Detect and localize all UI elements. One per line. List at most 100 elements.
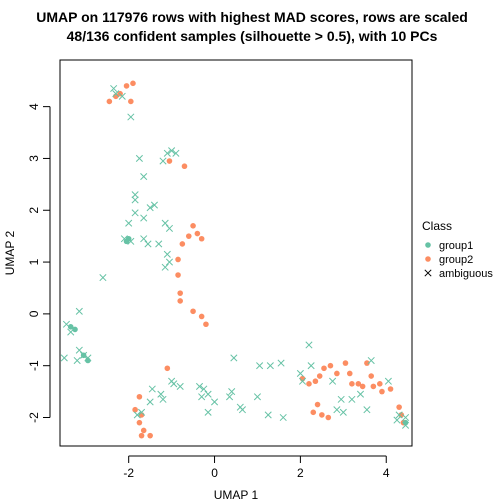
ambiguous-point bbox=[176, 382, 184, 390]
group2-point bbox=[379, 388, 385, 395]
group2-point bbox=[334, 370, 340, 377]
ambiguous-point bbox=[296, 369, 304, 378]
axes: -2 0 2 4 -2 -1 0 1 2 3 4 bbox=[27, 103, 390, 480]
ambiguous-point bbox=[73, 356, 81, 365]
group2-point bbox=[368, 373, 375, 379]
ambiguous-point bbox=[170, 380, 178, 388]
legend: Class group1 group2 ambiguous bbox=[422, 219, 493, 280]
group2-point bbox=[132, 406, 138, 413]
ambiguous-point bbox=[133, 411, 141, 419]
x-axis-label: UMAP 1 bbox=[214, 488, 259, 502]
ambiguous-point bbox=[140, 235, 148, 243]
ambiguous-point bbox=[172, 149, 180, 157]
ambiguous-point bbox=[204, 408, 212, 416]
ambiguous-point bbox=[279, 413, 287, 422]
ambiguous-point bbox=[135, 154, 143, 162]
ambiguous-point bbox=[348, 395, 356, 403]
ambiguous-point bbox=[195, 382, 204, 390]
plot-frame bbox=[59, 59, 413, 447]
ambiguous-point bbox=[60, 354, 68, 362]
ambiguous-point bbox=[266, 362, 274, 370]
ambiguous-point bbox=[200, 385, 208, 393]
group2-point bbox=[136, 393, 143, 400]
ambiguous-point bbox=[84, 354, 92, 362]
group2-point bbox=[306, 381, 312, 387]
group2-point bbox=[128, 98, 134, 105]
ambiguous-point bbox=[161, 219, 169, 227]
group2-point bbox=[181, 163, 188, 170]
ambiguous-point bbox=[168, 147, 176, 155]
group2-point bbox=[175, 256, 181, 263]
group2-point bbox=[138, 432, 145, 439]
ambiguous-point bbox=[339, 408, 347, 416]
ambiguous-point bbox=[305, 341, 313, 349]
group2-point bbox=[364, 360, 370, 366]
group2-point bbox=[316, 373, 323, 379]
ambiguous-point bbox=[298, 377, 307, 385]
ambiguous-point bbox=[228, 388, 236, 396]
group2-point bbox=[179, 241, 186, 247]
group2-point bbox=[203, 321, 209, 328]
y-tick-label: -1 bbox=[27, 360, 41, 371]
ambiguous-point bbox=[393, 416, 401, 424]
group2-point bbox=[164, 365, 171, 372]
ambiguous-point bbox=[333, 406, 341, 414]
ambiguous-point bbox=[204, 390, 212, 398]
ambiguous-point bbox=[125, 219, 133, 227]
ambiguous-point bbox=[363, 406, 371, 414]
group2-point bbox=[359, 383, 366, 390]
y-tick-label: 1 bbox=[27, 258, 41, 265]
ambiguous-point bbox=[118, 92, 126, 100]
group2-point bbox=[123, 83, 130, 89]
x-tick-label: -2 bbox=[123, 466, 134, 480]
y-tick-label: 0 bbox=[27, 310, 41, 317]
group2-point bbox=[136, 419, 143, 426]
ambiguous-point bbox=[165, 224, 174, 232]
ambiguous-point bbox=[264, 411, 272, 419]
group2-point bbox=[377, 381, 383, 387]
ambiguous-point bbox=[140, 173, 148, 181]
ambiguous-point bbox=[120, 235, 128, 243]
ambiguous-point bbox=[402, 413, 410, 422]
chart-title-line-1: UMAP on 117976 rows with highest MAD sco… bbox=[36, 9, 468, 25]
group2-point bbox=[312, 378, 319, 385]
group2-point bbox=[198, 313, 205, 320]
ambiguous-point bbox=[159, 395, 167, 403]
group2-point bbox=[346, 370, 353, 377]
ambiguous-point bbox=[307, 362, 315, 370]
group2-point bbox=[396, 404, 402, 410]
group2-point bbox=[355, 381, 362, 387]
group2-point bbox=[177, 290, 183, 296]
y-tick-label: 4 bbox=[27, 103, 41, 110]
group2-point bbox=[327, 362, 334, 369]
ambiguous-point bbox=[356, 390, 365, 398]
legend-ambiguous-symbol bbox=[424, 269, 432, 277]
group2-point bbox=[387, 386, 394, 392]
y-tick-label: 3 bbox=[27, 155, 41, 162]
ambiguous-point bbox=[253, 393, 262, 401]
data-points bbox=[60, 80, 410, 439]
y-tick-label: 2 bbox=[27, 207, 41, 214]
group2-point bbox=[190, 308, 196, 315]
ambiguous-point bbox=[329, 377, 337, 385]
ambiguous-point bbox=[226, 393, 234, 401]
group2-point bbox=[140, 427, 147, 434]
ambiguous-point bbox=[165, 258, 174, 266]
ambiguous-point bbox=[110, 84, 118, 93]
ambiguous-point bbox=[210, 398, 219, 406]
group2-point bbox=[106, 98, 113, 105]
ambiguous-point bbox=[157, 390, 165, 398]
ambiguous-point bbox=[131, 191, 139, 199]
ambiguous-point bbox=[163, 149, 171, 157]
group2-point bbox=[177, 298, 183, 304]
legend-group2-symbol bbox=[425, 256, 431, 262]
ambiguous-point bbox=[337, 395, 345, 403]
x-tick-label: 4 bbox=[383, 466, 390, 480]
legend-group1-symbol bbox=[425, 242, 431, 248]
ambiguous-point bbox=[161, 263, 169, 271]
ambiguous-point bbox=[402, 421, 410, 429]
ambiguous-point bbox=[127, 237, 135, 245]
ambiguous-point bbox=[395, 411, 403, 419]
y-tick-label: -2 bbox=[27, 412, 41, 423]
ambiguous-point bbox=[62, 320, 70, 328]
